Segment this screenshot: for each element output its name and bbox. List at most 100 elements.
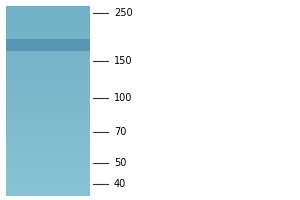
Bar bbox=[6, 21, 90, 22]
Bar bbox=[6, 98, 90, 99]
Bar bbox=[6, 103, 90, 104]
Bar bbox=[6, 69, 90, 71]
Bar bbox=[6, 146, 90, 148]
Bar bbox=[6, 170, 90, 171]
Bar bbox=[6, 56, 90, 57]
Bar bbox=[6, 182, 90, 184]
Bar bbox=[6, 96, 90, 97]
Text: 150: 150 bbox=[114, 56, 133, 66]
Bar bbox=[6, 104, 90, 105]
Bar bbox=[6, 178, 90, 179]
Bar bbox=[6, 90, 90, 92]
Bar bbox=[6, 133, 90, 134]
Bar bbox=[6, 192, 90, 193]
Bar bbox=[6, 68, 90, 70]
Bar bbox=[6, 71, 90, 73]
Bar bbox=[6, 174, 90, 175]
Bar bbox=[6, 81, 90, 82]
Bar bbox=[6, 106, 90, 107]
Bar bbox=[6, 102, 90, 103]
Bar bbox=[6, 195, 90, 196]
Bar bbox=[6, 22, 90, 23]
Bar bbox=[6, 173, 90, 174]
Bar bbox=[6, 108, 90, 110]
Bar bbox=[6, 144, 90, 146]
Bar bbox=[6, 55, 90, 56]
Bar bbox=[6, 84, 90, 85]
Bar bbox=[6, 153, 90, 154]
Bar bbox=[6, 57, 90, 58]
Bar bbox=[6, 95, 90, 96]
Bar bbox=[6, 31, 90, 33]
Bar bbox=[6, 123, 90, 124]
Bar bbox=[6, 156, 90, 157]
Bar bbox=[6, 6, 90, 7]
Bar bbox=[6, 121, 90, 122]
Bar bbox=[6, 93, 90, 94]
Bar bbox=[6, 11, 90, 12]
Bar bbox=[6, 185, 90, 186]
Bar bbox=[6, 131, 90, 132]
Bar bbox=[6, 172, 90, 173]
Bar bbox=[6, 112, 90, 113]
Text: 40: 40 bbox=[114, 179, 126, 189]
Bar bbox=[6, 167, 90, 168]
Bar bbox=[6, 142, 90, 143]
Bar bbox=[6, 164, 90, 165]
Bar bbox=[6, 182, 90, 183]
Bar bbox=[6, 49, 90, 50]
Bar bbox=[6, 107, 90, 108]
Bar bbox=[6, 134, 90, 135]
Bar bbox=[6, 83, 90, 84]
Bar bbox=[6, 48, 90, 49]
Bar bbox=[6, 53, 90, 54]
Bar bbox=[6, 20, 90, 21]
Bar bbox=[6, 169, 90, 170]
Bar bbox=[6, 7, 90, 8]
Bar bbox=[6, 62, 90, 63]
Bar bbox=[6, 34, 90, 35]
Bar bbox=[6, 44, 90, 45]
Bar bbox=[6, 25, 90, 26]
Bar bbox=[6, 128, 90, 130]
Bar bbox=[6, 66, 90, 67]
Bar bbox=[6, 39, 90, 51]
Bar bbox=[6, 149, 90, 150]
Text: 50: 50 bbox=[114, 158, 126, 168]
Bar bbox=[6, 100, 90, 101]
Bar bbox=[6, 181, 90, 182]
Bar bbox=[6, 109, 90, 110]
Bar bbox=[6, 168, 90, 169]
Bar bbox=[6, 143, 90, 144]
Bar bbox=[6, 139, 90, 140]
Bar bbox=[6, 157, 90, 158]
Bar bbox=[6, 63, 90, 64]
Bar bbox=[6, 141, 90, 142]
Bar bbox=[6, 39, 90, 40]
Bar bbox=[6, 47, 90, 48]
Bar bbox=[6, 35, 90, 36]
Bar bbox=[6, 107, 90, 109]
Bar bbox=[6, 126, 90, 128]
Bar bbox=[6, 86, 90, 87]
Bar bbox=[6, 14, 90, 16]
Text: 100: 100 bbox=[114, 93, 132, 103]
Bar bbox=[6, 58, 90, 59]
Bar bbox=[6, 127, 90, 129]
Bar bbox=[6, 136, 90, 137]
Bar bbox=[6, 8, 90, 9]
Bar bbox=[6, 135, 90, 136]
Bar bbox=[6, 52, 90, 53]
Bar bbox=[6, 164, 90, 166]
Bar bbox=[6, 94, 90, 95]
Bar bbox=[6, 29, 90, 30]
Bar bbox=[6, 120, 90, 121]
Bar bbox=[6, 115, 90, 116]
Bar bbox=[6, 12, 90, 14]
Bar bbox=[6, 75, 90, 76]
Bar bbox=[6, 40, 90, 41]
Text: 250: 250 bbox=[114, 8, 133, 18]
Bar bbox=[6, 16, 90, 17]
Bar bbox=[6, 24, 90, 25]
Bar bbox=[6, 191, 90, 192]
